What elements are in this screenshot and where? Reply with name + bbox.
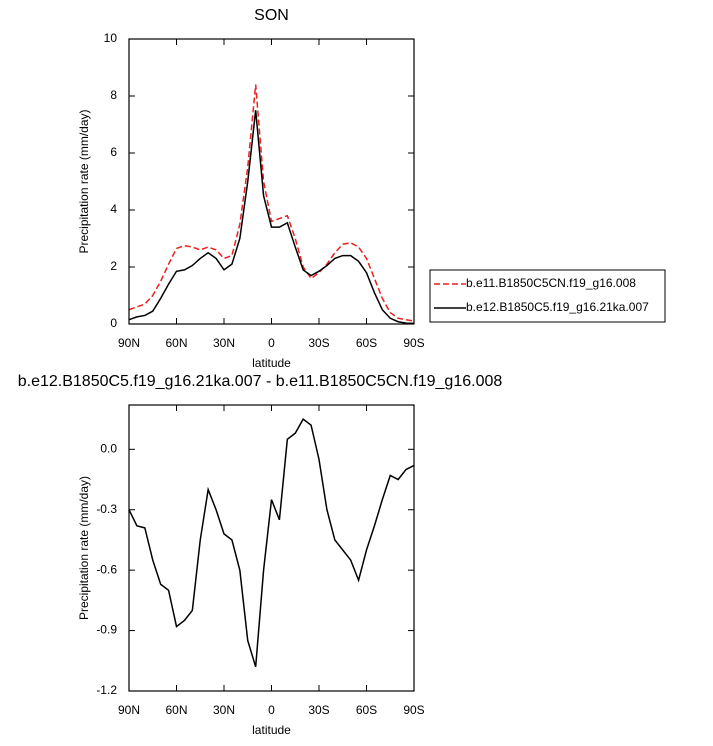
legend-label: b.e12.B1850C5.f19_g16.21ka.007 xyxy=(466,300,649,314)
x-tick-label: 30S xyxy=(308,336,329,350)
y-tick-label: 8 xyxy=(110,88,117,102)
x-tick-label: 30S xyxy=(308,703,329,717)
y-tick-label: 0 xyxy=(110,316,117,330)
y-tick-label: 2 xyxy=(110,259,117,273)
panel: b.e12.B1850C5.f19_g16.21ka.007 - b.e11.B… xyxy=(18,373,503,737)
x-tick-label: 30N xyxy=(213,336,235,350)
data-line xyxy=(128,417,415,668)
legend-label: b.e11.B1850C5CN.f19_g16.008 xyxy=(466,276,636,290)
legend-box xyxy=(429,269,666,323)
x-tick-label: 60S xyxy=(356,336,377,350)
plot-frame xyxy=(128,404,415,692)
x-tick-label: 90N xyxy=(118,336,140,350)
y-axis-title: Precipitation rate (mm/day) xyxy=(77,476,91,620)
data-line xyxy=(128,84,415,322)
chart-title: b.e12.B1850C5.f19_g16.21ka.007 - b.e11.B… xyxy=(18,373,503,390)
x-tick-label: 90S xyxy=(403,336,424,350)
x-axis-title: latitude xyxy=(252,723,291,737)
panel: SON latitude Precipitation rate (mm/day) 0 2… xyxy=(77,7,666,370)
plot-frame xyxy=(128,38,415,325)
y-tick-label: 10 xyxy=(104,31,118,45)
x-tick-label: 30N xyxy=(213,703,235,717)
x-tick-label: 60N xyxy=(165,336,187,350)
y-tick-label: -0.6 xyxy=(96,562,117,576)
y-tick-label: -1.2 xyxy=(96,683,117,697)
y-tick-label: -0.9 xyxy=(96,623,117,637)
y-tick-label: 6 xyxy=(110,145,117,159)
y-axis-title: Precipitation rate (mm/day) xyxy=(77,109,91,253)
y-tick-label: 0.0 xyxy=(100,441,117,455)
y-tick-label: 4 xyxy=(110,202,117,216)
x-tick-label: 90N xyxy=(118,703,140,717)
y-tick-label: -0.3 xyxy=(96,502,117,516)
x-tick-label: 0 xyxy=(268,336,275,350)
x-tick-label: 60S xyxy=(356,703,377,717)
x-tick-label: 60N xyxy=(165,703,187,717)
x-axis-title: latitude xyxy=(252,356,291,370)
chart-title: SON xyxy=(254,7,289,24)
data-line xyxy=(128,110,415,325)
x-tick-label: 90S xyxy=(403,703,424,717)
x-tick-label: 0 xyxy=(268,703,275,717)
